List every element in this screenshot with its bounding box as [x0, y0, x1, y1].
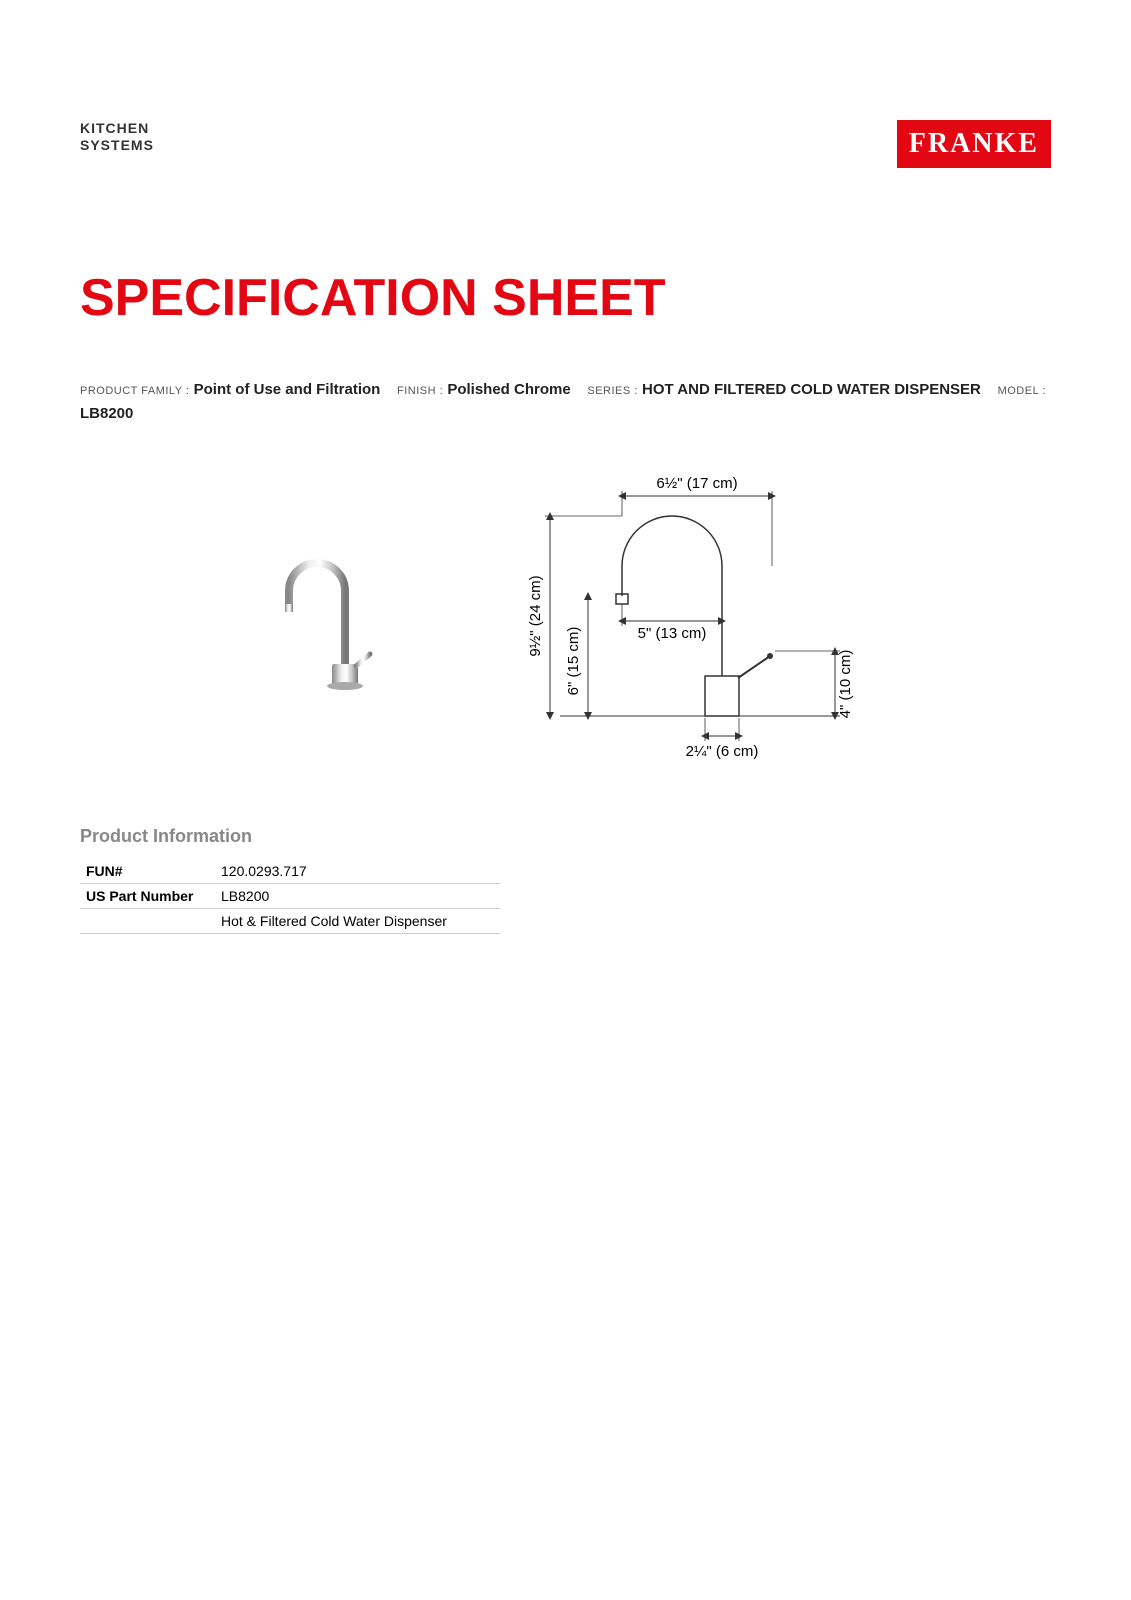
product-photo — [240, 516, 420, 716]
meta-series-value: HOT AND FILTERED COLD WATER DISPENSER — [642, 381, 981, 398]
meta-product-family-value: Point of Use and Filtration — [194, 381, 381, 398]
product-meta: PRODUCT FAMILY : Point of Use and Filtra… — [80, 378, 1051, 426]
kitchen-line2: SYSTEMS — [80, 137, 154, 154]
meta-finish-value: Polished Chrome — [447, 381, 570, 398]
brand-logo: FRANKE — [897, 120, 1051, 168]
meta-series-label: SERIES : — [587, 385, 637, 397]
info-key: FUN# — [80, 859, 215, 884]
meta-product-family-label: PRODUCT FAMILY : — [80, 385, 189, 397]
table-row: FUN# 120.0293.717 — [80, 859, 500, 884]
dimension-diagram: 6½" (17 cm) 9½" (24 cm) 6" (15 cm) 5" (1… — [500, 466, 860, 766]
meta-model-label: MODEL : — [998, 385, 1046, 397]
dim-base-width: 2¼" (6 cm) — [686, 743, 759, 760]
dim-spout-reach: 5" (13 cm) — [638, 625, 707, 642]
images-row: 6½" (17 cm) 9½" (24 cm) 6" (15 cm) 5" (1… — [80, 466, 1051, 766]
kitchen-line1: KITCHEN — [80, 120, 154, 137]
product-info-table: FUN# 120.0293.717 US Part Number LB8200 … — [80, 859, 500, 934]
info-val: Hot & Filtered Cold Water Dispenser — [215, 909, 500, 934]
dimension-diagram-svg: 6½" (17 cm) 9½" (24 cm) 6" (15 cm) 5" (1… — [500, 466, 860, 766]
page-title: SPECIFICATION SHEET — [80, 268, 1051, 328]
dim-left-outer: 9½" (24 cm) — [527, 575, 544, 656]
info-val: LB8200 — [215, 884, 500, 909]
meta-model-value: LB8200 — [80, 405, 133, 422]
kitchen-systems-label: KITCHEN SYSTEMS — [80, 120, 154, 154]
brand-logo-text: FRANKE — [909, 128, 1039, 160]
header: KITCHEN SYSTEMS FRANKE — [80, 120, 1051, 168]
info-key: US Part Number — [80, 884, 215, 909]
info-key — [80, 909, 215, 934]
dim-right-height: 4" (10 cm) — [837, 650, 854, 719]
faucet-photo-svg — [270, 536, 390, 696]
dim-left-inner: 6" (15 cm) — [565, 627, 582, 696]
table-row: US Part Number LB8200 — [80, 884, 500, 909]
product-info-title: Product Information — [80, 826, 1051, 847]
dim-top-width: 6½" (17 cm) — [656, 475, 737, 492]
meta-finish-label: FINISH : — [397, 385, 443, 397]
table-row: Hot & Filtered Cold Water Dispenser — [80, 909, 500, 934]
info-val: 120.0293.717 — [215, 859, 500, 884]
